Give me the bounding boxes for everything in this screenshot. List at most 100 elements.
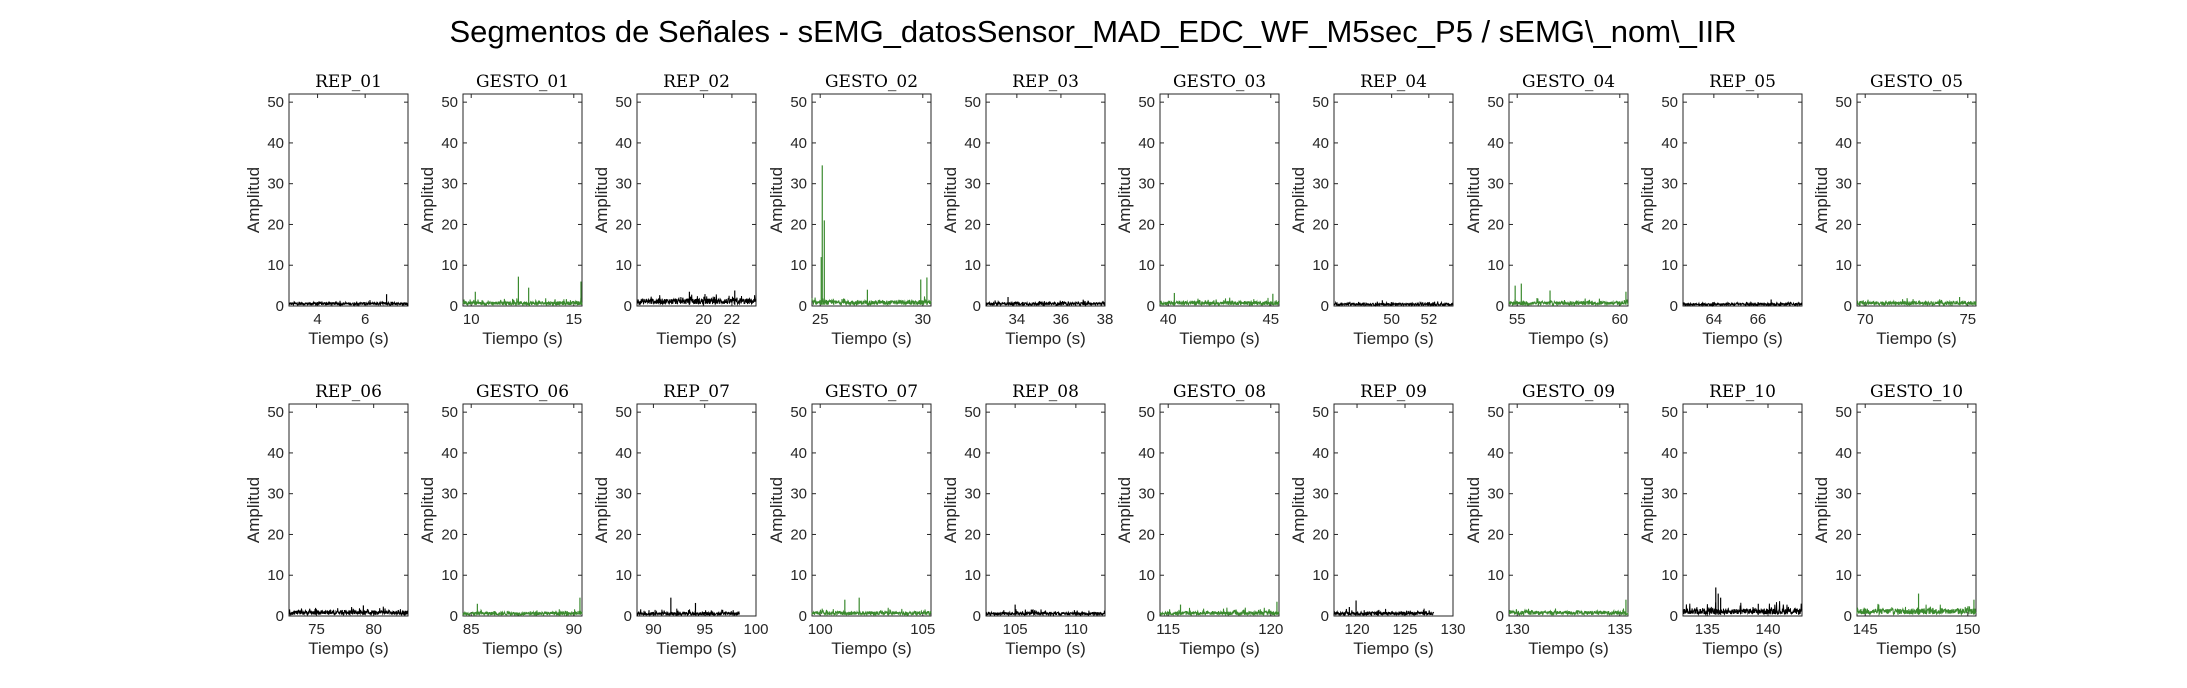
axes-box (1508, 93, 1629, 307)
y-tick-label: 0 (276, 608, 284, 625)
y-tick-label: 10 (964, 257, 981, 274)
x-tick-label: 20 (695, 311, 712, 328)
x-axis-label: Tiempo (s) (1179, 639, 1260, 658)
y-tick-label: 50 (267, 404, 284, 421)
y-tick-label: 40 (615, 135, 632, 152)
y-tick-label: 0 (450, 298, 458, 315)
panel-title: GESTO_04 (1522, 72, 1615, 92)
x-tick-label: 80 (365, 621, 382, 638)
y-tick-label: 40 (790, 135, 807, 152)
signal-line (462, 608, 583, 617)
x-tick-label: 130 (1440, 621, 1465, 638)
y-axis-label: Amplitud (941, 167, 960, 233)
signal-line (288, 606, 409, 617)
y-tick-label: 30 (1487, 176, 1504, 193)
x-tick-label: 75 (308, 621, 325, 638)
signal-line (1508, 608, 1629, 617)
axes-box (636, 93, 757, 307)
x-tick-label: 95 (696, 621, 713, 638)
y-tick-label: 10 (1661, 257, 1678, 274)
axes-box (985, 93, 1106, 307)
y-tick-label: 0 (799, 298, 807, 315)
y-tick-label: 10 (790, 257, 807, 274)
y-tick-label: 30 (790, 486, 807, 503)
axes-box (462, 403, 583, 617)
panel-title: GESTO_10 (1870, 382, 1963, 402)
x-axis-label: Tiempo (s) (831, 639, 912, 658)
y-tick-label: 30 (1661, 486, 1678, 503)
y-tick-label: 20 (267, 526, 284, 543)
y-tick-label: 30 (1138, 486, 1155, 503)
panel-title: REP_07 (663, 382, 730, 402)
signal-line (1159, 297, 1280, 307)
y-tick-label: 10 (1138, 257, 1155, 274)
x-axis-label: Tiempo (s) (1876, 639, 1957, 658)
x-tick-label: 30 (914, 311, 931, 328)
panel-title: REP_09 (1360, 382, 1427, 402)
y-axis-label: Amplitud (244, 477, 263, 543)
panel-title: GESTO_06 (476, 382, 569, 402)
x-tick-label: 15 (565, 311, 582, 328)
y-tick-label: 50 (1312, 94, 1329, 111)
y-axis-label: Amplitud (1289, 477, 1308, 543)
y-tick-label: 20 (615, 526, 632, 543)
x-tick-label: 105 (910, 621, 935, 638)
y-tick-label: 0 (1147, 298, 1155, 315)
y-tick-label: 50 (1312, 404, 1329, 421)
signal-line (985, 609, 1106, 617)
panel-title: REP_10 (1709, 382, 1776, 402)
y-tick-label: 10 (441, 257, 458, 274)
y-tick-label: 10 (1835, 567, 1852, 584)
panel-title: GESTO_01 (476, 72, 569, 92)
x-tick-label: 60 (1611, 311, 1628, 328)
signal-line (811, 607, 932, 617)
y-axis-label: Amplitud (418, 167, 437, 233)
y-tick-label: 50 (615, 94, 632, 111)
y-tick-label: 50 (615, 404, 632, 421)
y-tick-label: 0 (799, 608, 807, 625)
x-axis-label: Tiempo (s) (482, 639, 563, 658)
y-axis-label: Amplitud (1464, 477, 1483, 543)
signal-line (811, 296, 932, 307)
axes-box (288, 403, 409, 617)
y-tick-label: 50 (1835, 94, 1852, 111)
x-tick-label: 55 (1509, 311, 1526, 328)
y-tick-label: 20 (1835, 216, 1852, 233)
x-tick-label: 135 (1607, 621, 1632, 638)
y-axis-label: Amplitud (592, 477, 611, 543)
y-tick-label: 0 (624, 298, 632, 315)
x-tick-label: 85 (463, 621, 480, 638)
axes-box (1333, 93, 1454, 307)
panel-title: REP_06 (315, 382, 382, 402)
x-tick-label: 90 (645, 621, 662, 638)
y-tick-label: 30 (615, 176, 632, 193)
y-tick-label: 30 (441, 486, 458, 503)
x-axis-label: Tiempo (s) (1528, 329, 1609, 348)
y-tick-label: 30 (615, 486, 632, 503)
x-tick-label: 25 (812, 311, 829, 328)
y-tick-label: 30 (1312, 486, 1329, 503)
x-axis-label: Tiempo (s) (1005, 329, 1086, 348)
x-tick-label: 36 (1053, 311, 1070, 328)
x-tick-label: 90 (565, 621, 582, 638)
panel-title: REP_01 (315, 72, 382, 92)
signal-line (1333, 608, 1435, 617)
signal-line (1159, 607, 1280, 617)
panel-title: GESTO_07 (825, 382, 918, 402)
x-tick-label: 50 (1383, 311, 1400, 328)
x-tick-label: 115 (1156, 621, 1180, 638)
y-tick-label: 20 (1487, 216, 1504, 233)
y-tick-label: 40 (1487, 135, 1504, 152)
y-tick-label: 0 (1321, 608, 1329, 625)
chart-panel: REP_07 0 10 20 30 40 50 90 95 100 Tiempo (s) Amplit… (592, 382, 769, 658)
signal-line (985, 299, 1106, 308)
